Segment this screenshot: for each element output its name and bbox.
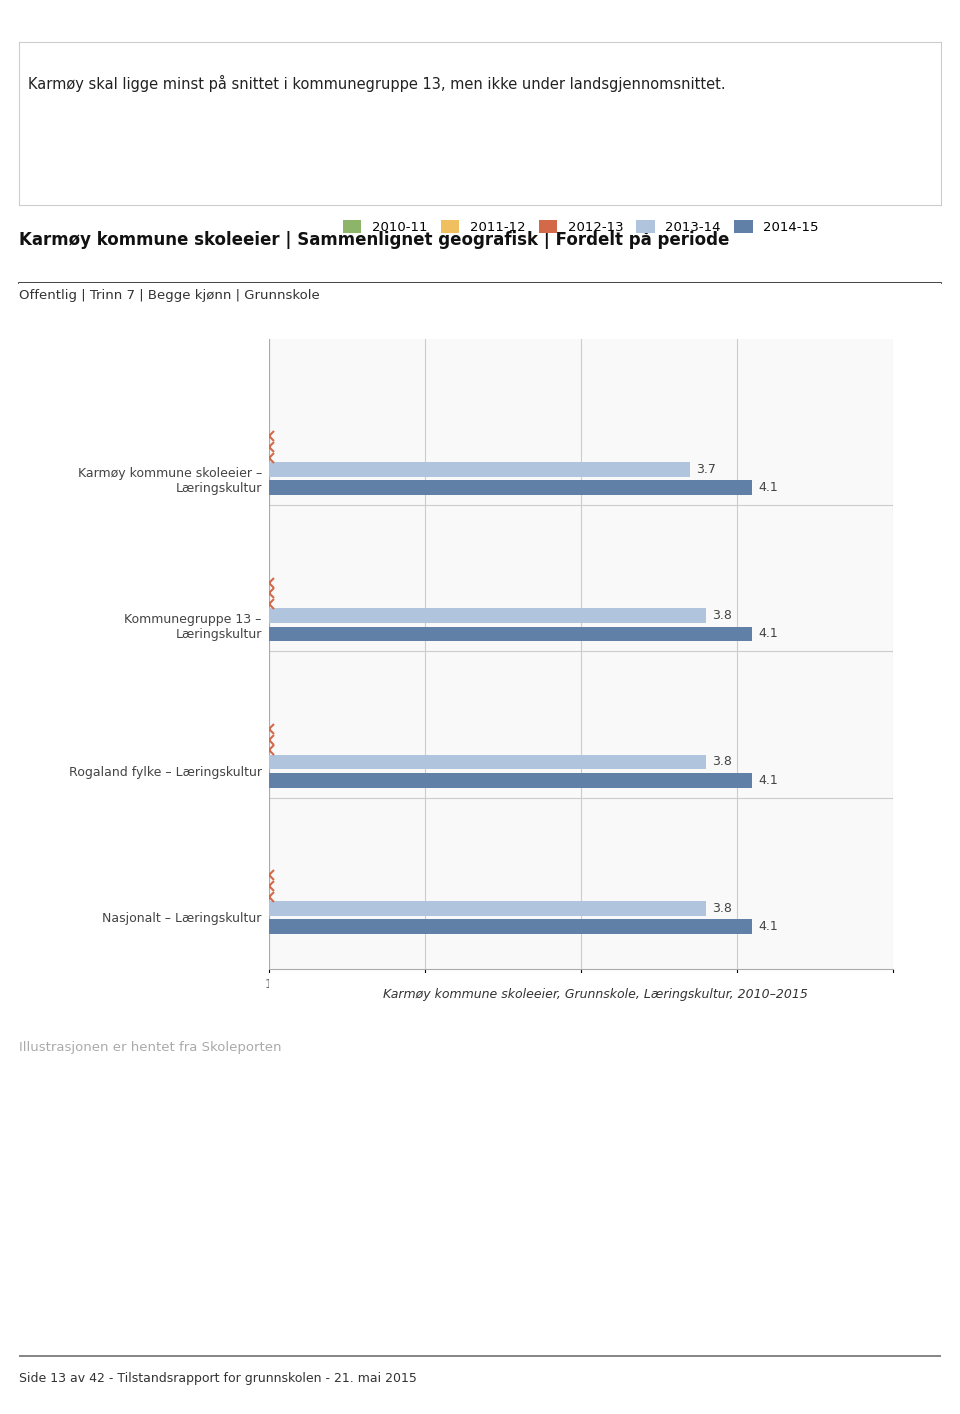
Bar xyxy=(269,773,753,788)
Text: 3.8: 3.8 xyxy=(711,609,732,622)
Text: 4.1: 4.1 xyxy=(758,481,779,493)
Text: 3.8: 3.8 xyxy=(711,902,732,915)
Bar xyxy=(269,626,753,641)
Text: Illustrasjonen er hentet fra Skoleporten: Illustrasjonen er hentet fra Skoleporten xyxy=(19,1041,281,1055)
Legend: 2010-11, 2011-12, 2012-13, 2013-14, 2014-15: 2010-11, 2011-12, 2012-13, 2013-14, 2014… xyxy=(343,221,819,233)
Text: Offentlig | Trinn 7 | Begge kjønn | Grunnskole: Offentlig | Trinn 7 | Begge kjønn | Grun… xyxy=(19,290,320,303)
Bar xyxy=(269,462,690,477)
Text: 3.8: 3.8 xyxy=(711,755,732,768)
Text: Side 13 av 42 - Tilstandsrapport for grunnskolen - 21. mai 2015: Side 13 av 42 - Tilstandsrapport for gru… xyxy=(19,1372,417,1386)
Bar xyxy=(269,608,706,624)
Text: Karmøy skal ligge minst på snittet i kommunegruppe 13, men ikke under landsgjenn: Karmøy skal ligge minst på snittet i kom… xyxy=(29,75,726,92)
Text: Karmøy kommune skoleeier, Grunnskole, Læringskultur, 2010–2015: Karmøy kommune skoleeier, Grunnskole, Læ… xyxy=(383,987,807,1001)
Text: 4.1: 4.1 xyxy=(758,628,779,641)
Text: 3.7: 3.7 xyxy=(696,462,716,475)
Text: 4.1: 4.1 xyxy=(758,921,779,933)
Bar xyxy=(269,481,753,495)
Bar xyxy=(269,901,706,915)
Text: 4.1: 4.1 xyxy=(758,773,779,786)
Bar xyxy=(269,755,706,769)
Text: Karmøy kommune skoleeier | Sammenlignet geografisk | Fordelt på periode: Karmøy kommune skoleeier | Sammenlignet … xyxy=(19,229,730,249)
Bar xyxy=(269,919,753,933)
X-axis label: Gjennomsnittspoeng med én desimal (1–5): Gjennomsnittspoeng med én desimal (1–5) xyxy=(437,1003,725,1015)
